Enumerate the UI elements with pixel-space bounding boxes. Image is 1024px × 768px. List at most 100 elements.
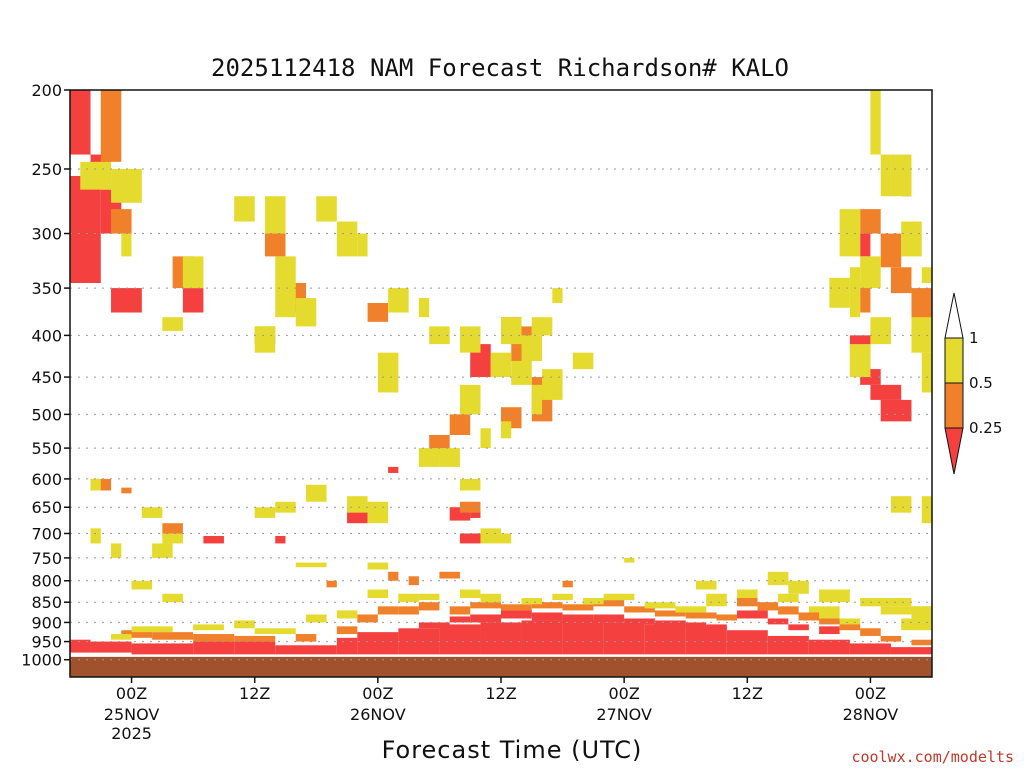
ri-cell: [593, 600, 625, 607]
ri-cell: [408, 576, 419, 586]
ri-cell: [890, 154, 912, 197]
ri-cell: [890, 496, 912, 513]
y-tick-label: 1000: [21, 651, 62, 670]
ri-cell: [336, 610, 358, 619]
ri-cell: [880, 606, 932, 615]
ri-cell: [501, 317, 522, 345]
ri-cell: [439, 448, 460, 467]
ri-cell: [624, 618, 655, 625]
ri-cell: [531, 384, 543, 415]
ri-cell: [347, 496, 368, 513]
legend-swatch: [944, 337, 964, 384]
ri-cell: [162, 317, 183, 331]
ri-cell: [911, 288, 932, 322]
ri-cell: [306, 484, 327, 502]
ri-cell: [275, 535, 286, 544]
ri-cell: [234, 641, 276, 655]
ri-cell: [398, 628, 440, 655]
x-tick-date: 25NOV: [104, 705, 160, 724]
ri-cell: [880, 154, 891, 197]
ri-cell: [336, 221, 358, 257]
ri-cell: [911, 639, 932, 646]
ri-cell: [901, 618, 932, 631]
ri-cell: [767, 571, 789, 586]
colorbar-legend: 1 0.5 0.25: [944, 292, 1002, 475]
ri-cell: [357, 614, 378, 623]
ri-cell: [203, 535, 224, 544]
ri-cell: [870, 317, 891, 345]
x-tick-label: 00Z: [608, 684, 639, 703]
ri-cell: [521, 598, 543, 605]
ri-cell: [70, 176, 101, 284]
ri-cell: [459, 589, 481, 599]
legend-over-triangle: [944, 292, 964, 339]
x-tick-label: 00Z: [362, 684, 393, 703]
ri-cell: [644, 602, 676, 609]
ri-cell: [459, 478, 481, 491]
ri-cell: [90, 478, 112, 491]
ri-cell: [121, 630, 153, 638]
ri-cell: [501, 610, 532, 619]
ri-cell: [911, 317, 932, 353]
ri-cell: [706, 593, 727, 607]
ri-cell: [552, 593, 573, 601]
ri-cell: [111, 543, 122, 558]
ri-cell: [162, 593, 183, 603]
ri-cell: [388, 466, 399, 473]
credit-label: coolwx.com/modelts: [851, 748, 1014, 766]
ri-cell: [470, 614, 501, 623]
ri-cell: [870, 384, 902, 400]
ri-cell: [808, 639, 850, 655]
ri-cell: [459, 326, 481, 353]
ri-cell: [377, 606, 399, 615]
ri-cell: [357, 233, 368, 257]
ri-cell: [562, 580, 573, 588]
y-tick-label: 850: [31, 593, 62, 612]
ri-cell: [788, 580, 809, 594]
ri-cell: [326, 580, 337, 588]
y-tick-label: 700: [31, 524, 62, 543]
ri-cell: [449, 414, 471, 435]
ri-cell: [316, 196, 337, 222]
ri-cell: [152, 632, 194, 640]
y-tick-label: 550: [31, 439, 62, 458]
ri-cell: [111, 634, 132, 640]
ri-cell: [275, 256, 296, 318]
chart-title: 2025112418 NAM Forecast Richardson# KALO: [211, 54, 789, 82]
ri-cell: [819, 618, 840, 625]
ri-cell: [890, 267, 912, 294]
ri-cell: [459, 533, 481, 544]
ri-cell: [593, 614, 625, 623]
ri-cell: [264, 196, 286, 234]
ri-cell: [254, 628, 296, 635]
ri-cell: [254, 326, 276, 353]
y-axis: 200 250 300 350 400 450 500 550 600 650 700 750 800 8…: [21, 81, 70, 670]
ri-cell: [131, 580, 153, 590]
ri-cell: [367, 589, 389, 599]
ri-cell: [470, 602, 501, 609]
ri-cell: [521, 620, 563, 655]
ri-cell: [162, 533, 183, 544]
ri-cell: [695, 580, 717, 590]
ri-cell: [367, 501, 389, 524]
ri-cell: [70, 639, 91, 653]
ri-cell: [121, 233, 132, 257]
ri-cell: [788, 624, 809, 631]
ri-cell: [767, 618, 789, 625]
ri-cell: [295, 634, 317, 642]
x-tick-label: 12Z: [732, 684, 763, 703]
ri-cell: [870, 90, 881, 155]
ri-cell: [624, 557, 635, 563]
ri-cell: [552, 288, 563, 303]
ri-cell: [480, 593, 501, 603]
ri-cell: [449, 606, 471, 615]
ri-cell: [480, 528, 501, 544]
ri-cell: [152, 543, 173, 558]
ri-cell: [562, 604, 594, 611]
ri-cell: [921, 496, 932, 524]
ri-cell: [849, 344, 871, 378]
ri-cell: [562, 620, 604, 655]
ri-cell: [921, 267, 932, 284]
ri-cell: [234, 620, 255, 629]
